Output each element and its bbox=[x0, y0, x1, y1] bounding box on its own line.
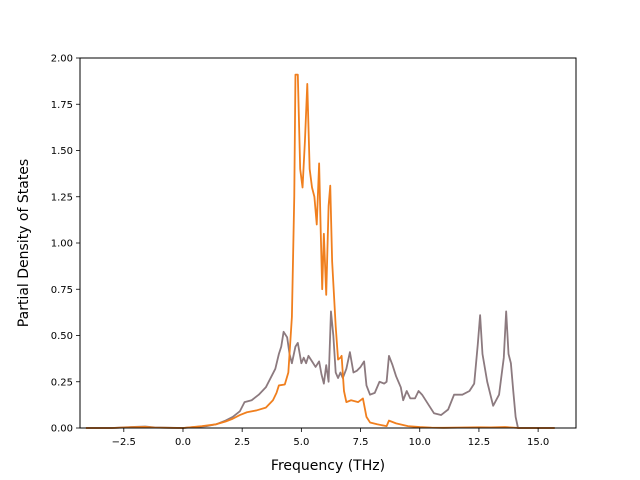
plot-frame bbox=[79, 57, 577, 429]
y-tick-label: 0.25 bbox=[51, 377, 73, 388]
x-tick-label: −2.5 bbox=[112, 437, 136, 448]
y-axis-label: Partial Density of States bbox=[16, 159, 32, 327]
y-tick-label: 0.00 bbox=[51, 424, 73, 435]
x-axis-ticks: −2.5 0.0 2.5 5.0 7.5 10.0 12.5 15.0 bbox=[112, 428, 549, 448]
y-tick-label: 0.50 bbox=[51, 331, 73, 342]
y-axis-ticks: 0.00 0.25 0.50 0.75 1.00 1.25 1.50 1.75 2.00 bbox=[51, 54, 80, 435]
y-tick-label: 1.25 bbox=[51, 192, 73, 203]
y-tick-label: 1.75 bbox=[51, 100, 73, 111]
series-2-line bbox=[85, 73, 555, 429]
series-layer bbox=[85, 73, 555, 429]
x-tick-label: 0.0 bbox=[175, 437, 191, 448]
series-1-line bbox=[85, 310, 555, 429]
y-tick-label: 1.00 bbox=[51, 239, 73, 250]
x-tick-label: 10.0 bbox=[409, 437, 431, 448]
x-tick-label: 12.5 bbox=[468, 437, 490, 448]
y-tick-label: 2.00 bbox=[51, 54, 73, 65]
x-axis-label: Frequency (THz) bbox=[271, 458, 385, 474]
x-tick-label: 2.5 bbox=[234, 437, 250, 448]
y-tick-label: 1.50 bbox=[51, 146, 73, 157]
y-tick-label: 0.75 bbox=[51, 285, 73, 296]
x-tick-label: 7.5 bbox=[353, 437, 369, 448]
x-tick-label: 5.0 bbox=[293, 437, 309, 448]
x-tick-label: 15.0 bbox=[527, 437, 549, 448]
